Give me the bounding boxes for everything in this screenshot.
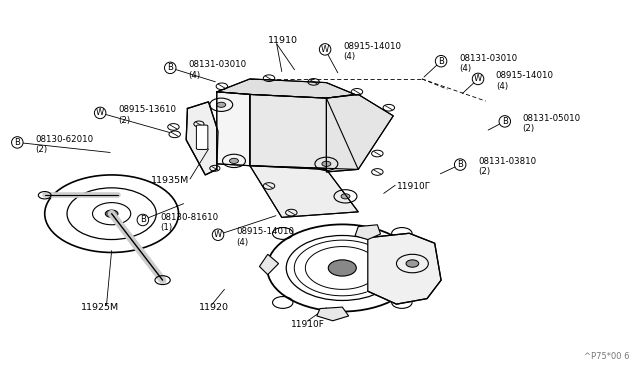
Text: (2): (2) [523, 124, 535, 133]
Text: (4): (4) [236, 238, 248, 247]
Text: B: B [167, 63, 173, 72]
Circle shape [105, 210, 118, 217]
Polygon shape [217, 79, 355, 98]
Text: (4): (4) [343, 52, 355, 61]
Text: 08130-62010: 08130-62010 [35, 135, 93, 144]
Text: 11925M: 11925M [81, 303, 119, 312]
Text: 08131-03010: 08131-03010 [188, 60, 246, 70]
Polygon shape [326, 94, 394, 172]
Circle shape [406, 260, 419, 267]
Text: 08131-05010: 08131-05010 [523, 114, 580, 123]
Polygon shape [259, 254, 278, 275]
Polygon shape [217, 92, 250, 166]
Text: B: B [502, 117, 508, 126]
Text: (1): (1) [161, 223, 173, 232]
Circle shape [217, 102, 226, 108]
Text: 08915-13610: 08915-13610 [118, 105, 176, 115]
FancyBboxPatch shape [196, 125, 208, 150]
Text: W: W [96, 108, 104, 118]
Text: (2): (2) [35, 145, 47, 154]
Text: (2): (2) [478, 167, 490, 176]
Text: ^P75*00 6: ^P75*00 6 [584, 352, 629, 361]
Polygon shape [355, 225, 381, 240]
Text: B: B [438, 57, 444, 66]
Circle shape [328, 260, 356, 276]
Circle shape [341, 194, 350, 199]
Text: 08131-03810: 08131-03810 [478, 157, 536, 166]
Text: W: W [321, 45, 329, 54]
Text: 11910F: 11910F [291, 320, 325, 328]
Text: W: W [474, 74, 482, 83]
Text: B: B [457, 160, 463, 169]
Text: B: B [140, 215, 146, 224]
Text: 11910: 11910 [268, 36, 298, 45]
Text: 08130-81610: 08130-81610 [161, 212, 219, 221]
Polygon shape [317, 307, 349, 321]
Text: 11920: 11920 [199, 303, 229, 312]
Circle shape [322, 161, 331, 166]
Text: (4): (4) [188, 71, 200, 80]
Text: 11910Γ: 11910Γ [396, 182, 430, 191]
Polygon shape [250, 166, 358, 217]
Text: 08915-14010: 08915-14010 [236, 227, 294, 236]
Polygon shape [250, 94, 358, 169]
Polygon shape [186, 102, 218, 175]
Text: (4): (4) [459, 64, 471, 73]
Text: (2): (2) [118, 116, 130, 125]
Text: 08915-14010: 08915-14010 [496, 71, 554, 80]
Text: 08131-03010: 08131-03010 [459, 54, 517, 63]
Text: B: B [14, 138, 20, 147]
Text: W: W [214, 230, 222, 239]
Text: (4): (4) [496, 82, 508, 91]
Text: 08915-14010: 08915-14010 [343, 42, 401, 51]
Text: 11935M: 11935M [151, 176, 189, 185]
Circle shape [230, 158, 239, 163]
Polygon shape [368, 233, 441, 304]
